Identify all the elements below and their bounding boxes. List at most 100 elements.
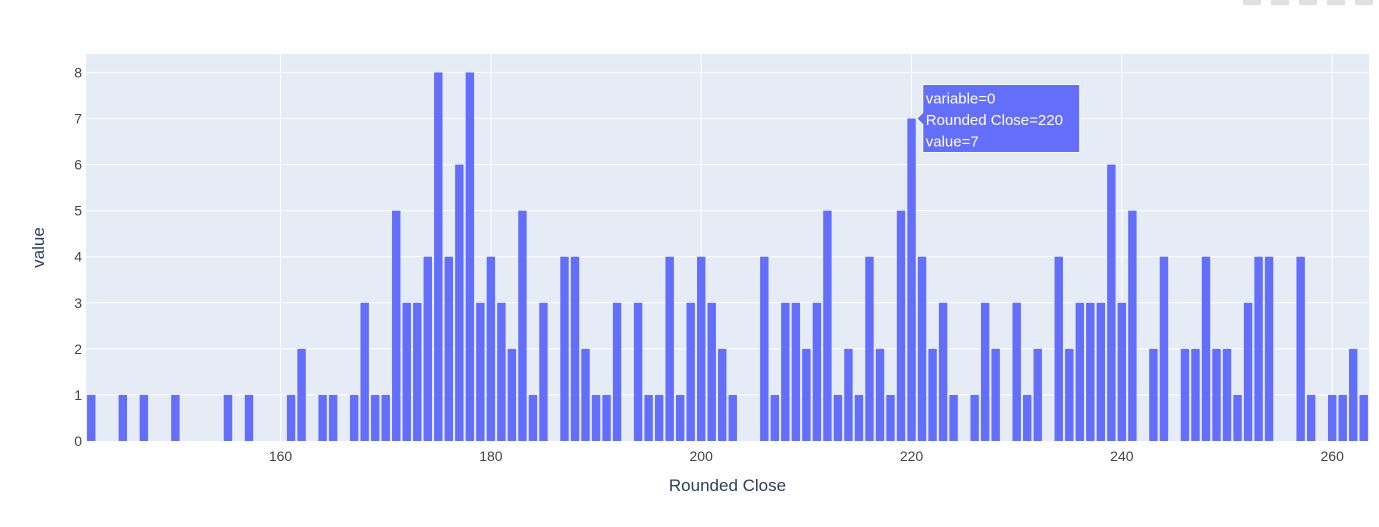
bar[interactable] [349, 394, 359, 441]
bar[interactable] [560, 256, 569, 441]
bar[interactable] [675, 394, 685, 441]
bar[interactable] [907, 118, 916, 442]
bar[interactable] [392, 210, 401, 441]
bar[interactable] [707, 302, 716, 441]
bar[interactable] [402, 302, 411, 441]
bar[interactable] [434, 72, 443, 441]
bar[interactable] [1191, 348, 1200, 441]
bar[interactable] [917, 256, 927, 441]
bar[interactable] [360, 302, 369, 441]
bar[interactable] [328, 394, 338, 441]
bar[interactable] [1054, 256, 1063, 441]
bar[interactable] [570, 256, 580, 441]
bar[interactable] [802, 348, 811, 441]
bar[interactable] [423, 256, 432, 441]
bar[interactable] [875, 348, 885, 441]
bar[interactable] [223, 394, 233, 441]
bar[interactable] [1212, 348, 1221, 441]
bar[interactable] [1107, 164, 1116, 442]
bar[interactable] [1128, 210, 1137, 441]
bar[interactable] [507, 348, 517, 441]
bar[interactable] [1012, 302, 1021, 441]
bar[interactable] [476, 302, 485, 441]
bar[interactable] [812, 302, 822, 441]
bar[interactable] [1096, 302, 1106, 441]
bar[interactable] [297, 348, 306, 441]
bar[interactable] [770, 394, 780, 441]
camera-icon[interactable] [1243, 0, 1261, 5]
bar[interactable] [1222, 348, 1232, 441]
bar[interactable] [1023, 394, 1032, 441]
bar[interactable] [791, 302, 801, 441]
bar[interactable] [823, 210, 832, 441]
bar[interactable] [1233, 394, 1242, 441]
bar[interactable] [686, 302, 695, 441]
bar[interactable] [1359, 394, 1368, 441]
bar[interactable] [644, 394, 653, 441]
bar[interactable] [1243, 302, 1253, 441]
bar[interactable] [286, 394, 296, 441]
bar[interactable] [781, 302, 790, 441]
bar[interactable] [1075, 302, 1085, 441]
zoom-icon[interactable] [1271, 0, 1289, 5]
bar[interactable] [1159, 256, 1169, 441]
bar[interactable] [1086, 302, 1095, 441]
bar[interactable] [1254, 256, 1263, 441]
bar[interactable] [528, 394, 538, 441]
pan-icon[interactable] [1299, 0, 1317, 5]
bar[interactable] [833, 394, 843, 441]
bar[interactable] [665, 256, 674, 441]
bar[interactable] [865, 256, 874, 441]
bar[interactable] [697, 256, 706, 441]
bar[interactable] [928, 348, 937, 441]
bar[interactable] [844, 348, 853, 441]
bar[interactable] [171, 394, 180, 441]
bar[interactable] [370, 394, 380, 441]
bar[interactable] [760, 256, 769, 441]
bar[interactable] [87, 394, 96, 441]
bar[interactable] [1180, 348, 1190, 441]
bar[interactable] [1296, 256, 1305, 441]
bar[interactable] [381, 394, 390, 441]
bar[interactable] [118, 394, 128, 441]
bar[interactable] [486, 256, 496, 441]
bar[interactable] [318, 394, 327, 441]
autoscale-icon[interactable] [1355, 0, 1373, 5]
bar[interactable] [1201, 256, 1211, 441]
bar[interactable] [970, 394, 979, 441]
bar[interactable] [1338, 394, 1347, 441]
bar[interactable] [1327, 394, 1337, 441]
bar[interactable] [1065, 348, 1074, 441]
bar[interactable] [444, 256, 454, 441]
bar[interactable] [581, 348, 590, 441]
bar[interactable] [602, 394, 611, 441]
bar[interactable] [949, 394, 958, 441]
lasso-icon[interactable] [1327, 0, 1345, 5]
bar[interactable] [455, 164, 464, 442]
bar[interactable] [991, 348, 1000, 441]
bar[interactable] [244, 394, 254, 441]
bar[interactable] [1117, 302, 1127, 441]
bar[interactable] [413, 302, 422, 441]
bar[interactable] [1264, 256, 1274, 441]
bar[interactable] [633, 302, 643, 441]
bar[interactable] [728, 394, 737, 441]
bar[interactable] [591, 394, 601, 441]
bar[interactable] [654, 394, 664, 441]
bar[interactable] [886, 394, 895, 441]
bar[interactable] [854, 394, 864, 441]
bar[interactable] [1149, 348, 1158, 441]
bar[interactable] [518, 210, 527, 441]
bar[interactable] [1306, 394, 1316, 441]
bar[interactable] [1033, 348, 1042, 441]
bar[interactable] [896, 210, 906, 441]
bar[interactable] [465, 72, 475, 441]
bar[interactable] [497, 302, 506, 441]
bar[interactable] [539, 302, 548, 441]
bar[interactable] [718, 348, 727, 441]
bar[interactable] [612, 302, 622, 441]
bar[interactable] [980, 302, 990, 441]
bar[interactable] [938, 302, 948, 441]
bar[interactable] [139, 394, 149, 441]
bar[interactable] [1349, 348, 1358, 441]
